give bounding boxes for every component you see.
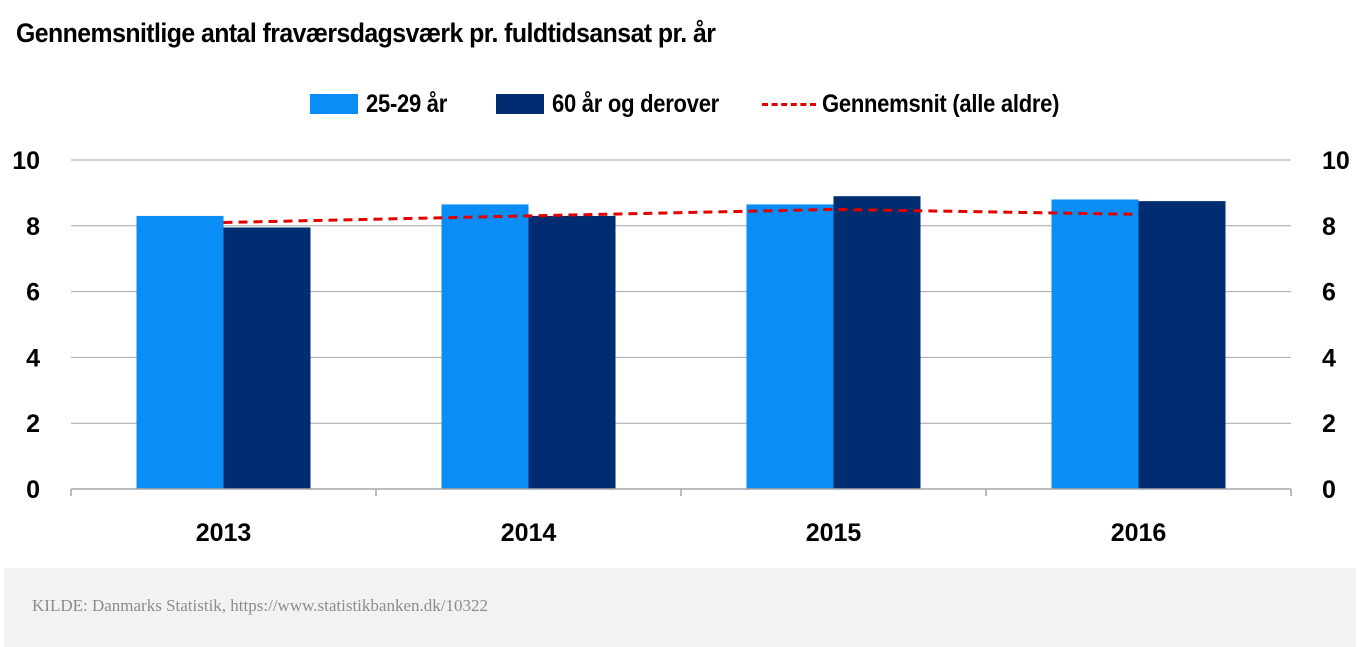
legend-swatch-series1 xyxy=(310,94,358,114)
y-tick-label: 4 xyxy=(26,344,40,372)
y-tick-label: 0 xyxy=(26,476,40,504)
y-tick-label: 10 xyxy=(12,147,40,175)
y2-tick-label: 0 xyxy=(1322,476,1336,504)
bar-series1 xyxy=(441,204,529,489)
y2-tick-label: 10 xyxy=(1322,147,1350,175)
bar-series1 xyxy=(1051,199,1139,489)
legend-label-line: Gennemsnit (alle aldre) xyxy=(822,89,1060,118)
x-tick-label: 2016 xyxy=(1111,519,1167,547)
bar-series2 xyxy=(223,227,311,489)
bar-layer xyxy=(136,196,1226,489)
source-text: KILDE: Danmarks Statistik, https://www.s… xyxy=(32,596,488,615)
y-tick-label: 8 xyxy=(26,213,40,241)
bar-series1 xyxy=(136,215,224,489)
y2-tick-label: 8 xyxy=(1322,213,1336,241)
x-tick-label: 2014 xyxy=(501,519,557,547)
bar-series1 xyxy=(746,204,834,489)
legend-item-line: Gennemsnit (alle aldre) xyxy=(762,88,1092,120)
x-tick-label: 2013 xyxy=(196,519,252,547)
legend-swatch-series2 xyxy=(496,94,544,114)
legend-swatch-line xyxy=(762,102,816,106)
legend-label-series1: 25-29 år xyxy=(366,89,448,118)
bar-series2 xyxy=(1138,201,1226,489)
bar-series2 xyxy=(833,196,921,489)
chart-plot: 0 2 4 6 8 10 0 2 4 6 8 10 2013 2014 2015 2016 xyxy=(12,147,1350,547)
legend-item-series2: 60 år og derover xyxy=(496,88,742,120)
y2-tick-label: 2 xyxy=(1322,410,1336,438)
y-tick-label: 6 xyxy=(26,279,40,307)
line-layer xyxy=(223,207,1139,224)
legend-item-series1: 25-29 år xyxy=(310,88,458,120)
legend: 25-29 år 60 år og derover Gennemsnit (al… xyxy=(0,88,1360,122)
chart-title: Gennemsnitlige antal fraværsdagsværk pr.… xyxy=(16,18,716,48)
bar-series2 xyxy=(528,215,616,489)
legend-label-series2: 60 år og derover xyxy=(552,89,719,118)
x-tick-label: 2015 xyxy=(806,519,862,547)
y-tick-label: 2 xyxy=(26,410,40,438)
y2-tick-label: 4 xyxy=(1322,344,1336,372)
y2-tick-label: 6 xyxy=(1322,279,1336,307)
source-footer: KILDE: Danmarks Statistik, https://www.s… xyxy=(4,568,1356,647)
line-series-average xyxy=(223,207,1139,224)
axis-layer: 0 2 4 6 8 10 0 2 4 6 8 10 2013 2014 2015 2016 xyxy=(12,147,1350,547)
